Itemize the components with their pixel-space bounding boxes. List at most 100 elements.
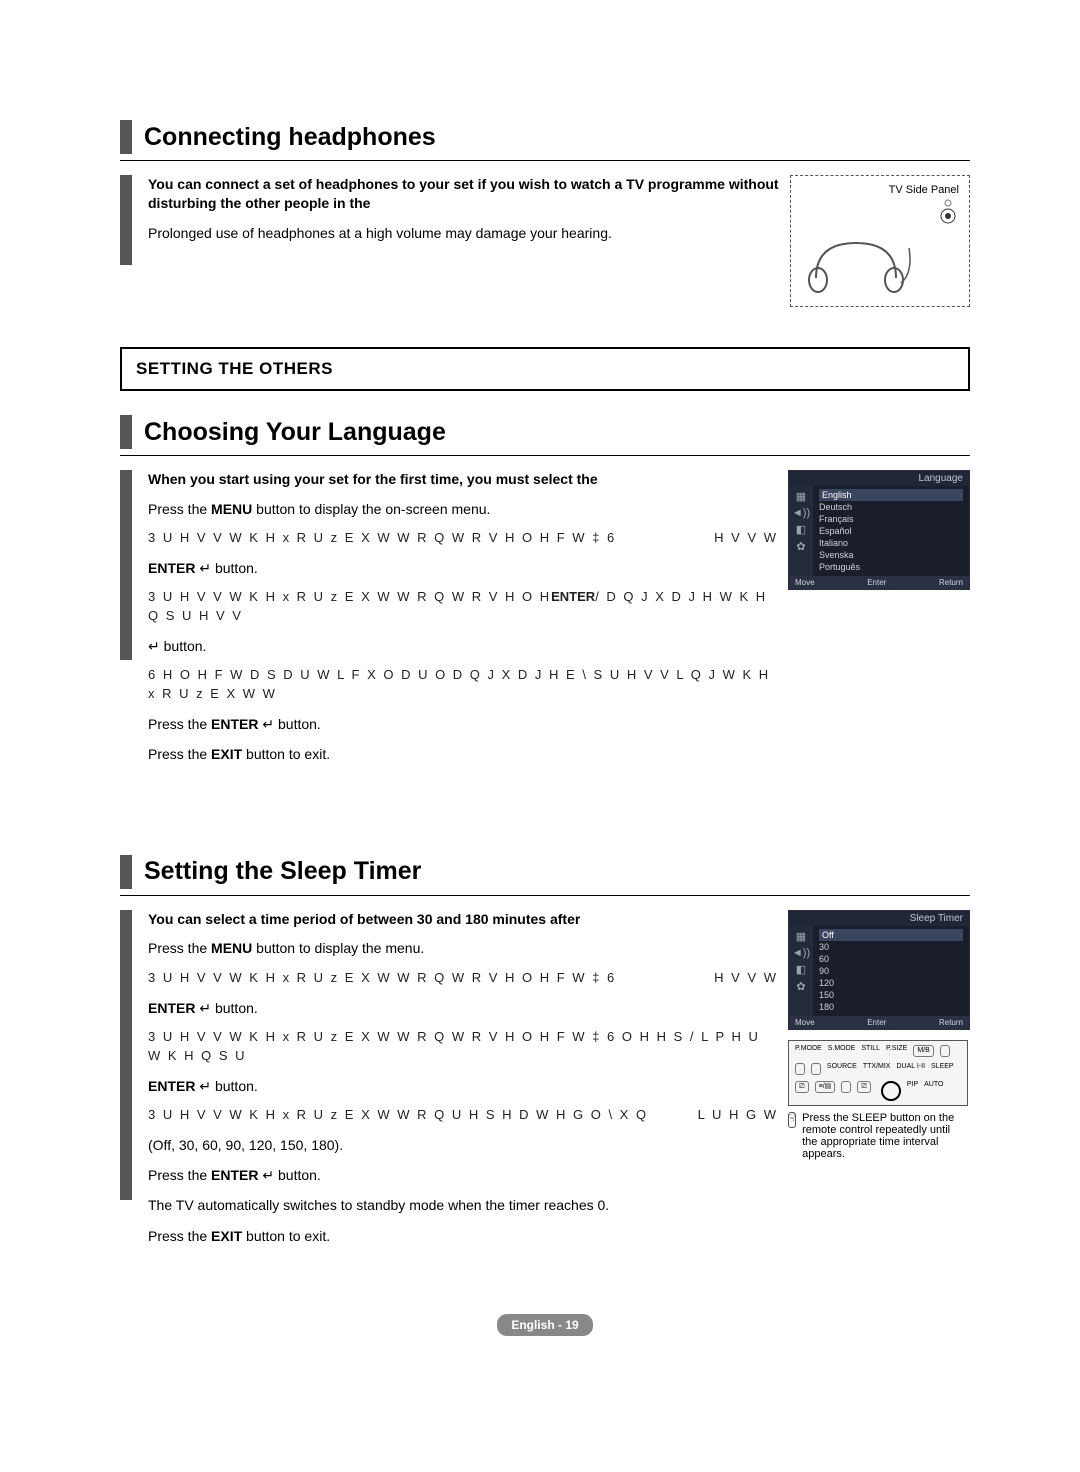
content-side-bar (120, 910, 132, 1200)
remote-btn: M/B (913, 1045, 933, 1057)
enter-keyword: ENTER (551, 589, 595, 604)
text: 3 U H V V W K H x R U z E X W W R Q W R … (148, 970, 616, 985)
remote-btn (841, 1081, 851, 1093)
osd-language-list: English Deutsch Français Español Italian… (813, 486, 969, 576)
osd-footer: Move Enter Return (789, 576, 969, 589)
step-line: Press the ENTER ↵ button. (148, 714, 778, 734)
setup-icon: ✿ (796, 540, 805, 553)
remote-label: STILL (861, 1045, 880, 1057)
osd-footer: Move Enter Return (789, 1016, 969, 1029)
garbled-line: 3 U H V V W K H x R U z E X W W R Q U H … (148, 1106, 778, 1125)
osd-item: Português (819, 561, 963, 573)
remote-block: P.MODE S.MODE STILL P.SIZE M/B SOURCE TT… (788, 1040, 968, 1160)
step-line: Press the EXIT button to exit. (148, 744, 778, 764)
content-row: You can connect a set of headphones to y… (120, 175, 970, 307)
osd-item: Svenska (819, 549, 963, 561)
osd-icon-column: ▦ ◄)) ◧ ✿ (789, 486, 813, 576)
section-sleep-timer: Setting the Sleep Timer You can select a… (120, 855, 970, 1256)
osd-item: English (819, 489, 963, 501)
osd-item: Español (819, 525, 963, 537)
garbled-line: 3 U H V V W K H x R U z E X W W R Q W R … (148, 969, 778, 988)
text: button. (211, 1000, 258, 1016)
title-rule (120, 895, 970, 896)
remote-label: P.SIZE (886, 1045, 907, 1057)
garbled-line: 3 U H V V W K H x R U z E X W W R Q W R … (148, 529, 778, 548)
step-line: ENTER ↵ button. (148, 558, 778, 578)
right-column: Sleep Timer ▦ ◄)) ◧ ✿ Off 30 60 90 (788, 910, 970, 1160)
osd-move: Move (795, 578, 815, 587)
text: Press the (148, 940, 211, 956)
osd-item: 30 (819, 941, 963, 953)
section-title-row: Setting the Sleep Timer (120, 855, 970, 889)
remote-label: SLEEP (931, 1063, 954, 1075)
osd-enter: Enter (867, 1018, 886, 1027)
enter-keyword: ENTER (148, 1078, 195, 1094)
page-footer: English - 19 (120, 1316, 970, 1334)
sleep-highlight-circle (881, 1081, 901, 1101)
manual-page: Connecting headphones You can connect a … (0, 0, 1080, 1394)
osd-return: Return (939, 578, 963, 587)
text: button to display the menu. (252, 940, 424, 956)
osd-item: Deutsch (819, 501, 963, 513)
remote-label: TTX/MIX (863, 1063, 891, 1075)
warning-text: Prolonged use of headphones at a high vo… (148, 223, 780, 243)
text: button. (274, 1167, 321, 1183)
channel-icon: ◧ (796, 523, 806, 536)
hand-icon: ☟ (788, 1112, 796, 1128)
osd-item: 90 (819, 965, 963, 977)
osd-sleep-list: Off 30 60 90 120 150 180 (813, 926, 969, 1016)
osd-icon-column: ▦ ◄)) ◧ ✿ (789, 926, 813, 1016)
remote-label: P.MODE (795, 1045, 822, 1057)
remote-label: PIP (907, 1081, 918, 1101)
exit-keyword: EXIT (211, 1228, 242, 1244)
enter-keyword: ENTER (148, 1000, 195, 1016)
osd-enter: Enter (867, 578, 886, 587)
panel-label: TV Side Panel (801, 184, 959, 196)
osd-item: 60 (819, 953, 963, 965)
setup-icon: ✿ (796, 980, 805, 993)
remote-btn: ⎚ (795, 1081, 809, 1093)
section-heading: Connecting headphones (144, 123, 436, 152)
text: 3 U H V V W K H x R U z E X W W R Q W R … (148, 589, 551, 604)
auto-off-line: The TV automatically switches to standby… (148, 1195, 778, 1215)
menu-keyword: MENU (211, 940, 252, 956)
step-line: Press the EXIT button to exit. (148, 1226, 778, 1246)
text: button. (211, 1078, 258, 1094)
title-bar (120, 120, 132, 154)
text: L U H G W (698, 1106, 778, 1125)
intro-text: When you start using your set for the fi… (148, 470, 778, 489)
content-left: You can connect a set of headphones to y… (148, 175, 790, 253)
channel-icon: ◧ (796, 963, 806, 976)
text: Press the (148, 501, 211, 517)
osd-return: Return (939, 1018, 963, 1027)
setting-others-header: SETTING THE OTHERS (120, 347, 970, 391)
remote-label: SOURCE (827, 1063, 857, 1075)
intro-text: You can select a time period of between … (148, 910, 778, 929)
title-bar (120, 855, 132, 889)
text: H V V W (714, 529, 778, 548)
options-line: (Off, 30, 60, 90, 120, 150, 180). (148, 1135, 778, 1155)
remote-btn (940, 1045, 950, 1057)
step-line: Press the MENU button to display the men… (148, 938, 778, 958)
osd-header: Sleep Timer (789, 911, 969, 926)
osd-item: 150 (819, 989, 963, 1001)
text: Press the (148, 1228, 211, 1244)
remote-label: S.MODE (828, 1045, 856, 1057)
enter-keyword: ENTER (148, 560, 195, 576)
menu-keyword: MENU (211, 501, 252, 517)
body-text: Prolonged use of headphones at a high vo… (148, 223, 780, 243)
content-row: You can select a time period of between … (120, 910, 970, 1256)
picture-icon: ▦ (796, 930, 806, 943)
remote-btn: ≡/▤ (815, 1081, 836, 1093)
remote-strip: P.MODE S.MODE STILL P.SIZE M/B SOURCE TT… (788, 1040, 968, 1106)
osd-item: 180 (819, 1001, 963, 1013)
section-heading: Setting the Sleep Timer (144, 857, 421, 886)
page-number: English - 19 (497, 1314, 592, 1336)
content-left: When you start using your set for the fi… (148, 470, 788, 775)
text: Press the (148, 716, 211, 732)
enter-icon: ↵ (199, 560, 211, 576)
enter-keyword: ENTER (211, 716, 258, 732)
sound-icon: ◄)) (792, 507, 810, 519)
osd-sleep-box: Sleep Timer ▦ ◄)) ◧ ✿ Off 30 60 90 (788, 910, 970, 1030)
osd-item: Italiano (819, 537, 963, 549)
